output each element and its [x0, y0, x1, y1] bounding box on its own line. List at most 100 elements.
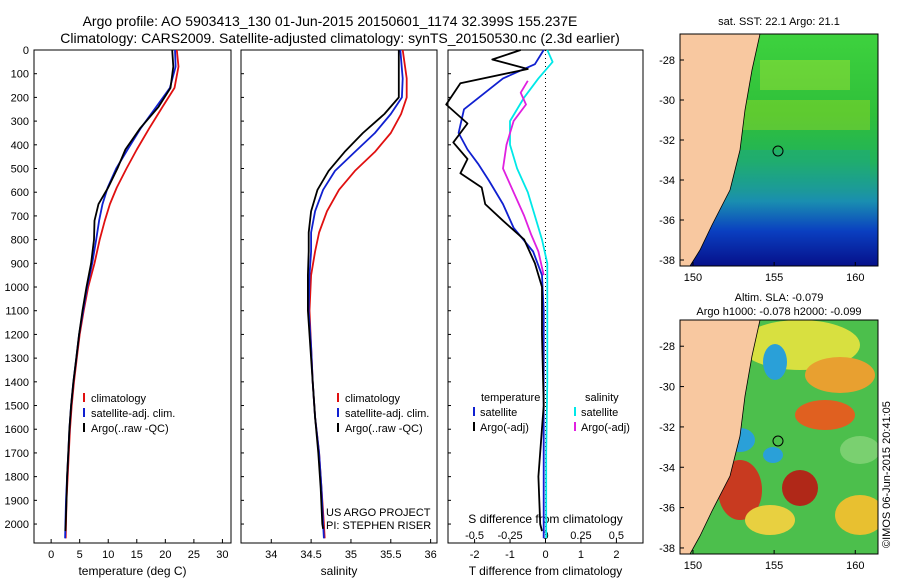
map-y-tick-label: -34: [659, 462, 675, 474]
map-y-tick-label: -34: [659, 175, 675, 187]
x-tick-label: 0: [48, 549, 54, 561]
x-tick-label: -2: [470, 549, 480, 561]
depth-tick-label: 200: [11, 92, 29, 104]
map-x-tick-label: 155: [765, 272, 783, 284]
s-difference-tick-label: 0.25: [570, 530, 591, 542]
x-tick-label: 5: [77, 549, 83, 561]
x-tick-label: 0: [542, 549, 548, 561]
map-y-tick-label: -28: [659, 341, 675, 353]
series-line-salinity-argo-adj-: [502, 80, 545, 276]
depth-tick-label: 500: [11, 164, 29, 176]
legend-entry: Argo(-adj): [581, 422, 630, 434]
map-y-tick-label: -30: [659, 382, 675, 394]
series-line-temperature-argo-adj-: [445, 49, 545, 532]
legend-title-temperature: temperature: [481, 392, 540, 404]
legend-entry: satellite: [480, 407, 517, 419]
x-tick-label: 30: [216, 549, 228, 561]
series-line-satellite-adj-clim-: [307, 49, 404, 539]
legend-entry: satellite-adj. clim.: [91, 408, 175, 420]
imos-timestamp: ©IMOS 06-Jun-2015 20:41:05: [881, 401, 893, 548]
depth-tick-label: 0: [23, 45, 29, 57]
depth-tick-label: 1300: [5, 353, 29, 365]
series-line-temperature-satellite: [457, 49, 545, 539]
map-y-tick-label: -30: [659, 95, 675, 107]
x-axis-label: T difference from climatology: [469, 564, 623, 578]
sst-argo-marker: [772, 145, 784, 157]
depth-tick-label: 1000: [5, 282, 29, 294]
map-y-tick-label: -32: [659, 422, 675, 434]
depth-tick-label: 1200: [5, 329, 29, 341]
map-y-tick-label: -36: [659, 215, 675, 227]
series-line-argo-raw-qc-: [306, 50, 400, 529]
x-tick-label: 20: [159, 549, 171, 561]
map-y-tick-label: -32: [659, 135, 675, 147]
depth-tick-label: 800: [11, 235, 29, 247]
x-axis-label: temperature (deg C): [78, 564, 186, 578]
legend-entry: Argo(..raw -QC): [91, 423, 169, 435]
sst-map-title: sat. SST: 22.1 Argo: 21.1: [718, 16, 840, 28]
x-tick-label: 25: [188, 549, 200, 561]
s-difference-tick-label: -0.5: [465, 530, 484, 542]
series-line-salinity-satellite: [509, 49, 554, 539]
x-tick-label: 35: [345, 549, 357, 561]
sst-land: [680, 34, 760, 266]
depth-tick-label: 1600: [5, 424, 29, 436]
map-y-tick-label: -38: [659, 543, 675, 555]
map-y-tick-label: -36: [659, 503, 675, 515]
series-line-climatology: [64, 49, 180, 539]
x-tick-label: 1: [578, 549, 584, 561]
depth-tick-label: 100: [11, 69, 29, 81]
depth-tick-label: 300: [11, 116, 29, 128]
x-tick-label: 15: [131, 549, 143, 561]
depth-tick-label: 1700: [5, 448, 29, 460]
legend-entry: climatology: [91, 393, 147, 405]
map-x-tick-label: 150: [684, 560, 702, 572]
series-line-argo-raw-qc-: [64, 49, 175, 532]
depth-tick-label: 600: [11, 187, 29, 199]
x-tick-label: 10: [102, 549, 114, 561]
x-tick-label: -1: [505, 549, 515, 561]
sst-coastline: [689, 34, 761, 266]
project-annotation: US ARGO PROJECT: [326, 507, 431, 519]
depth-tick-label: 400: [11, 140, 29, 152]
depth-tick-label: 900: [11, 258, 29, 270]
legend-entry: Argo(..raw -QC): [345, 423, 423, 435]
depth-tick-label: 2000: [5, 519, 29, 531]
map-x-tick-label: 160: [846, 560, 864, 572]
map-x-tick-label: 150: [684, 272, 702, 284]
depth-tick-label: 700: [11, 211, 29, 223]
map-x-tick-label: 155: [765, 560, 783, 572]
plot-title-line1: Argo profile: AO 5903413_130 01-Jun-2015…: [82, 13, 578, 29]
sla-map-title: Altim. SLA: -0.079: [735, 292, 824, 304]
sla-argo-marker: [772, 435, 784, 447]
plot-title-line2: Climatology: CARS2009. Satellite-adjuste…: [60, 30, 620, 46]
series-line-climatology: [308, 49, 408, 539]
map-x-tick-label: 160: [846, 272, 864, 284]
project-annotation: PI: STEPHEN RISER: [326, 520, 431, 532]
x-tick-label: 35.5: [380, 549, 401, 561]
depth-tick-label: 1900: [5, 495, 29, 507]
sla-land: [680, 320, 760, 554]
legend-entry: climatology: [345, 393, 401, 405]
legend-entry: satellite-adj. clim.: [345, 408, 429, 420]
x-tick-label: 34.5: [300, 549, 321, 561]
sla-coastline: [689, 320, 761, 554]
sla-map-frame: [679, 319, 879, 555]
s-difference-tick-label: 0.5: [609, 530, 624, 542]
depth-tick-label: 1500: [5, 401, 29, 413]
sla-map: [680, 320, 878, 554]
depth-tick-label: 1800: [5, 472, 29, 484]
x-axis-label: salinity: [321, 564, 358, 578]
legend-entry: Argo(-adj): [480, 422, 529, 434]
salinity-panel-frame: [240, 49, 438, 544]
depth-tick-label: 1400: [5, 377, 29, 389]
map-y-tick-label: -28: [659, 55, 675, 67]
x-tick-label: 34: [265, 549, 277, 561]
temperature-panel-frame: [33, 49, 232, 544]
legend-entry: satellite: [581, 407, 618, 419]
depth-tick-label: 1100: [5, 306, 29, 318]
sst-map-frame: [679, 33, 879, 267]
legend-title-salinity: salinity: [585, 392, 619, 404]
x-tick-label: 36: [425, 549, 437, 561]
